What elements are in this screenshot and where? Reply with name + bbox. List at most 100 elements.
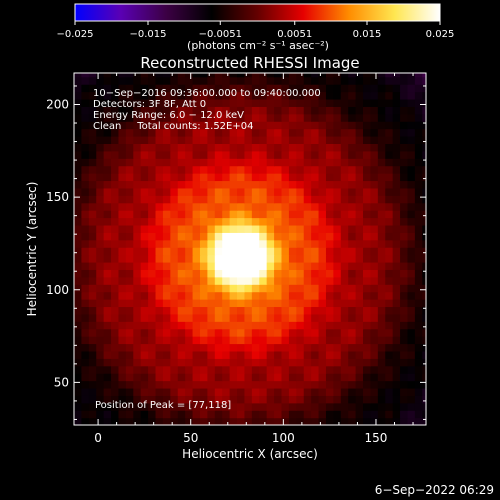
- heatmap-cell: [118, 217, 127, 226]
- heatmap-cell: [237, 121, 246, 130]
- heatmap-cell: [170, 395, 179, 404]
- heatmap-cell: [296, 380, 305, 389]
- heatmap-cell: [318, 261, 327, 270]
- heatmap-cell: [311, 313, 320, 322]
- heatmap-cell: [148, 239, 157, 248]
- heatmap-cell: [118, 180, 127, 189]
- heatmap-cell: [422, 187, 426, 196]
- heatmap-cell: [414, 410, 423, 419]
- heatmap-cell: [81, 150, 90, 159]
- heatmap-cell: [348, 217, 357, 226]
- heatmap-cell: [118, 73, 127, 78]
- heatmap-cell: [214, 106, 223, 115]
- heatmap-cell: [222, 187, 231, 196]
- heatmap-cell: [355, 202, 364, 211]
- heatmap-cell: [318, 121, 327, 130]
- heatmap-cell: [140, 173, 149, 182]
- heatmap-cell: [185, 121, 194, 130]
- heatmap-cell: [266, 365, 275, 374]
- heatmap-cell: [74, 195, 83, 204]
- heatmap-cell: [422, 76, 426, 85]
- heatmap-cell: [207, 73, 216, 78]
- heatmap-cell: [170, 365, 179, 374]
- heatmap-cell: [318, 76, 327, 85]
- heatmap-cell: [155, 306, 164, 315]
- heatmap-cell: [214, 202, 223, 211]
- heatmap-cell: [370, 224, 379, 233]
- heatmap-cell: [199, 128, 208, 137]
- heatmap-cell: [118, 232, 127, 241]
- timestamp: 6−Sep−2022 06:29: [375, 483, 494, 497]
- heatmap-cell: [118, 284, 127, 293]
- heatmap-cell: [422, 113, 426, 122]
- heatmap-cell: [140, 328, 149, 337]
- heatmap-cell: [162, 121, 171, 130]
- heatmap-cell: [288, 187, 297, 196]
- heatmap-cell: [422, 328, 426, 337]
- heatmap-cell: [400, 239, 409, 248]
- heatmap-cell: [303, 98, 312, 107]
- heatmap-cell: [288, 239, 297, 248]
- heatmap-cell: [340, 210, 349, 219]
- heatmap-cell: [103, 180, 112, 189]
- heatmap-cell: [288, 387, 297, 396]
- heatmap-cell: [192, 373, 201, 382]
- heatmap-cell: [325, 358, 334, 367]
- heatmap-cell: [348, 73, 357, 78]
- heatmap-cell: [392, 247, 401, 256]
- heatmap-cell: [237, 217, 246, 226]
- heatmap-cell: [155, 291, 164, 300]
- colorbar-tick-label: −0.025: [56, 29, 93, 40]
- heatmap-cell: [118, 276, 127, 285]
- heatmap-cell: [125, 402, 134, 411]
- heatmap-cell: [333, 217, 342, 226]
- heatmap-cell: [237, 365, 246, 374]
- heatmap-cell: [170, 76, 179, 85]
- heatmap-cell: [251, 365, 260, 374]
- heatmap-cell: [348, 313, 357, 322]
- heatmap-cell: [407, 150, 416, 159]
- heatmap-cell: [185, 284, 194, 293]
- heatmap-cell: [318, 284, 327, 293]
- heatmap-cell: [311, 165, 320, 174]
- heatmap-cell: [325, 417, 334, 425]
- heatmap-cell: [214, 165, 223, 174]
- heatmap-cell: [311, 224, 320, 233]
- heatmap-cell: [111, 113, 120, 122]
- heatmap-cell: [392, 210, 401, 219]
- heatmap-cell: [155, 202, 164, 211]
- heatmap-cell: [325, 165, 334, 174]
- heatmap-cell: [177, 269, 186, 278]
- heatmap-cell: [333, 202, 342, 211]
- heatmap-cell: [96, 76, 105, 85]
- heatmap-cell: [118, 321, 127, 330]
- heatmap-cell: [88, 187, 97, 196]
- heatmap-cell: [222, 247, 231, 256]
- heatmap-cell: [229, 165, 238, 174]
- heatmap-cell: [251, 276, 260, 285]
- heatmap-cell: [192, 180, 201, 189]
- heatmap-cell: [392, 276, 401, 285]
- heatmap-cell: [259, 173, 268, 182]
- heatmap-cell: [74, 91, 83, 100]
- heatmap-cell: [199, 150, 208, 159]
- heatmap-cell: [96, 336, 105, 345]
- heatmap-cell: [303, 73, 312, 78]
- heatmap-cell: [422, 343, 426, 352]
- heatmap-cell: [244, 73, 253, 78]
- heatmap-cell: [385, 380, 394, 389]
- heatmap-cell: [214, 121, 223, 130]
- heatmap-cell: [74, 269, 83, 278]
- heatmap-cell: [162, 291, 171, 300]
- heatmap-cell: [96, 276, 105, 285]
- heatmap-cell: [274, 224, 283, 233]
- heatmap-cell: [133, 380, 142, 389]
- heatmap-cell: [162, 98, 171, 107]
- heatmap-cell: [140, 313, 149, 322]
- heatmap-cell: [325, 306, 334, 315]
- heatmap-cell: [177, 158, 186, 167]
- heatmap-cell: [96, 187, 105, 196]
- heatmap-cell: [281, 395, 290, 404]
- heatmap-cell: [385, 261, 394, 270]
- heatmap-cell: [348, 210, 357, 219]
